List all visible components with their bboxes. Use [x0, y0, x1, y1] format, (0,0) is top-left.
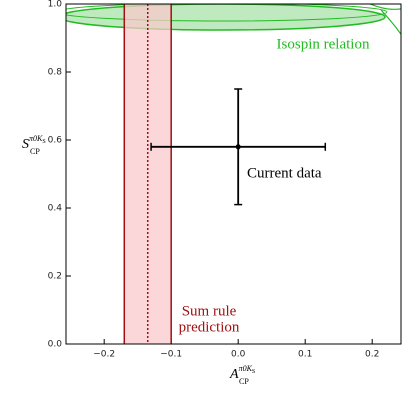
legend-label: Current data — [247, 165, 322, 181]
y-axis-label: Sπ0KS CP — [22, 134, 46, 156]
plot: −0.2 −0.1 0.0 0.1 0.2 0.0 0.2 0.4 0.6 0.8 1.0 — [48, 0, 380, 360]
x-tick-label: 0.1 — [298, 350, 312, 360]
band-label: Sum rule — [182, 303, 237, 319]
isospin-curve — [369, 4, 401, 36]
point — [235, 144, 241, 150]
y-tick-label: 0.4 — [48, 204, 63, 214]
x-axis-label: Aπ0KS CP — [229, 364, 255, 386]
supsub: S — [252, 369, 255, 375]
sub: CP — [30, 147, 40, 156]
sub: CP — [239, 377, 249, 386]
region-label: Isospin relation — [277, 36, 370, 52]
sym: S — [22, 137, 29, 152]
y-tick-label: 1.0 — [48, 0, 63, 10]
y-tick-label: 0.6 — [48, 136, 63, 146]
isospin-region — [66, 4, 401, 36]
band-label: prediction — [179, 319, 240, 335]
isospin-curve — [66, 4, 388, 22]
x-tick-label: 0.2 — [365, 350, 379, 360]
y-tick-label: 0.0 — [48, 340, 63, 350]
x-tick-label: −0.1 — [160, 350, 182, 360]
supsub: S — [42, 139, 45, 145]
sym: A — [229, 367, 239, 382]
x-tick-label: −0.2 — [93, 350, 115, 360]
y-tick-label: 0.2 — [48, 272, 62, 282]
isospin-ellipse — [66, 4, 386, 31]
frame — [65, 3, 402, 345]
sup: π0K — [239, 364, 253, 373]
sup: π0K — [29, 134, 43, 143]
y-tick-label: 0.8 — [48, 68, 63, 78]
x-tick-label: 0.0 — [231, 350, 246, 360]
